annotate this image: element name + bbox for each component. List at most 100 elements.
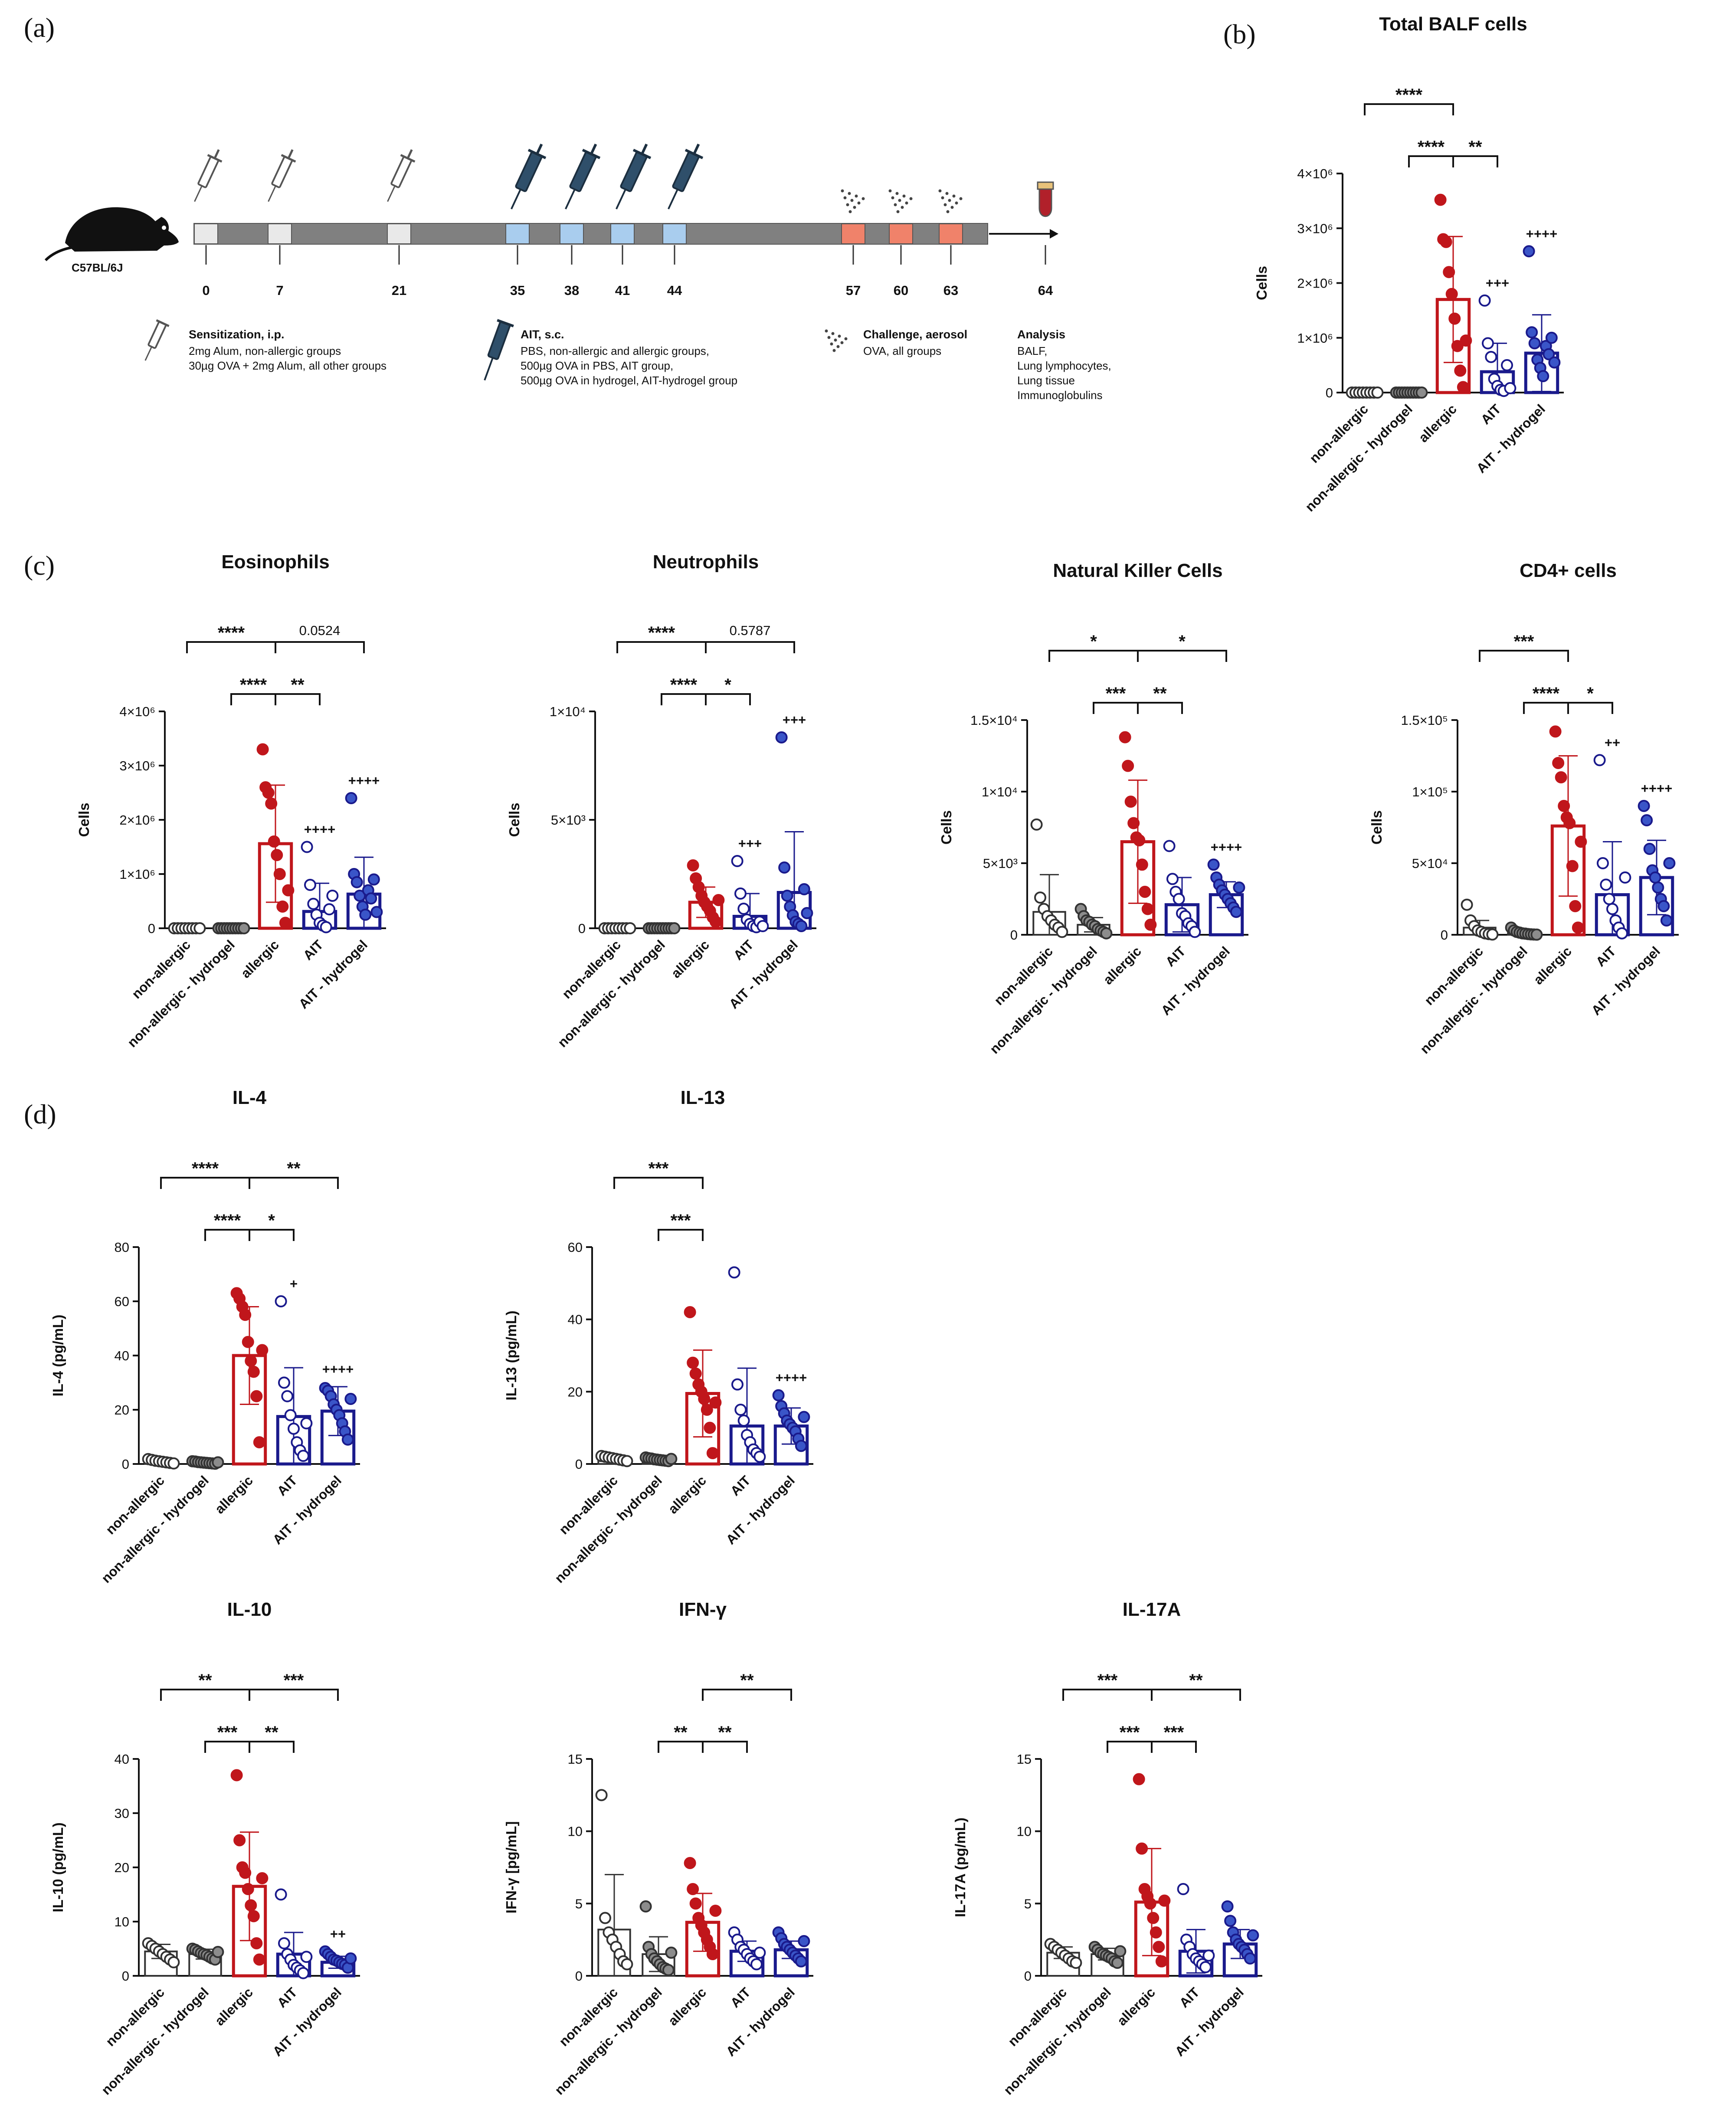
- significance-bracket: [1048, 650, 1139, 662]
- data-point: [278, 1937, 290, 1949]
- significance-bracket: [1523, 702, 1569, 714]
- data-point: [1501, 359, 1513, 371]
- timeline-legend-line: Lung lymphocytes,: [1017, 359, 1111, 372]
- data-point: [167, 1956, 180, 1968]
- significance-bracket: [275, 693, 321, 705]
- data-point: [1641, 814, 1653, 826]
- y-tick-label: 60: [115, 1294, 129, 1309]
- y-tick-label: 0: [122, 1968, 129, 1984]
- y-tick-label: 30: [115, 1806, 129, 1821]
- significance-bracket: [1479, 650, 1569, 662]
- data-point: [193, 922, 206, 934]
- y-tick-label: 5×10³: [983, 856, 1018, 871]
- y-axis-label: IL-13 (pg/mL): [503, 1310, 519, 1400]
- data-point: [1616, 927, 1628, 940]
- y-tick-label: 2×10⁶: [119, 812, 155, 828]
- data-point: [1199, 1961, 1212, 1973]
- y-tick-label: 10: [115, 1914, 129, 1929]
- x-category-label: allergic: [1530, 943, 1575, 988]
- significance-label: **: [1153, 684, 1167, 703]
- data-point: [1657, 900, 1670, 912]
- significance-bracket: [1452, 155, 1498, 167]
- timeline-day-label: 35: [510, 283, 525, 298]
- timeline-legend-line: 30µg OVA + 2mg Alum, all other groups: [189, 359, 387, 372]
- timeline-legend-line: 500µg OVA in PBS, AIT group,: [521, 359, 673, 372]
- significance-label: ****: [240, 675, 267, 694]
- y-tick-label: 20: [115, 1402, 129, 1418]
- data-point: [621, 1958, 633, 1971]
- significance-bracket: [249, 1177, 339, 1189]
- timeline-bar: [193, 223, 988, 245]
- x-category-label: AIT: [1176, 1984, 1202, 2011]
- data-point: [798, 1411, 810, 1423]
- chart-eos: Eosinophils01×10⁶2×10⁶3×10⁶4×10⁶Cellsnon…: [76, 551, 386, 1050]
- significance-bracket: [705, 693, 751, 705]
- data-point: [307, 897, 320, 910]
- significance-label: ****: [648, 623, 675, 642]
- data-point: [687, 1883, 699, 1895]
- significance-label: ***: [284, 1671, 304, 1690]
- data-point: [341, 1433, 354, 1446]
- data-point: [1481, 337, 1494, 350]
- data-point: [1030, 818, 1043, 831]
- significance-plus: +: [290, 1276, 298, 1291]
- significance-label: ***: [1164, 1723, 1184, 1742]
- x-category-label: AIT: [727, 1473, 753, 1499]
- data-point: [247, 1910, 260, 1922]
- data-point: [256, 1872, 269, 1884]
- data-point: [1139, 886, 1151, 898]
- y-axis-label: IL-17A (pg/mL): [952, 1817, 968, 1917]
- data-point: [212, 1946, 224, 1958]
- y-tick-label: 20: [568, 1384, 583, 1399]
- data-point: [301, 841, 313, 853]
- data-point: [795, 1440, 807, 1452]
- x-category-label: allergic: [212, 1984, 256, 2029]
- y-tick-label: 5: [575, 1896, 583, 1911]
- data-point: [701, 1404, 713, 1416]
- significance-bracket: [702, 1741, 748, 1753]
- data-point: [297, 1967, 310, 1979]
- data-point: [262, 786, 275, 799]
- data-point: [639, 1900, 652, 1912]
- data-point: [1155, 1955, 1168, 1968]
- y-tick-label: 40: [115, 1752, 129, 1767]
- data-point: [1445, 288, 1458, 300]
- significance-label: ****: [192, 1159, 219, 1178]
- data-point: [1638, 800, 1650, 812]
- data-point: [753, 1946, 766, 1959]
- data-point: [326, 890, 339, 902]
- data-point: [242, 1883, 254, 1895]
- timeline-legend-line: OVA, all groups: [863, 344, 941, 357]
- data-point: [281, 1390, 294, 1402]
- data-point: [1660, 914, 1673, 927]
- y-tick-label: 20: [115, 1860, 129, 1875]
- timeline-day-label: 44: [667, 283, 682, 298]
- timeline-legend-line: Immunoglobulins: [1017, 389, 1103, 402]
- timeline-segment-challenge: [889, 223, 913, 244]
- chart-title: Eosinophils: [221, 551, 329, 573]
- data-point: [282, 884, 295, 897]
- x-category-label: allergic: [665, 1984, 709, 2029]
- y-tick-label: 40: [115, 1348, 129, 1363]
- data-point: [1572, 921, 1584, 934]
- data-point: [1537, 370, 1549, 383]
- y-tick-label: 0: [122, 1457, 129, 1472]
- significance-label: **: [1189, 1671, 1203, 1690]
- data-point: [668, 922, 681, 934]
- data-point: [1127, 817, 1140, 829]
- data-point: [1221, 1900, 1234, 1912]
- timeline-segment-ait: [662, 223, 687, 244]
- data-point: [1202, 1949, 1215, 1962]
- timeline-segment-ait: [610, 223, 635, 244]
- data-point: [1230, 906, 1242, 918]
- significance-plus: ++: [330, 1926, 346, 1942]
- timeline-legend-item: AIT, s.c. PBS, non-allergic and allergic …: [484, 319, 737, 387]
- x-category-label: allergic: [1114, 1984, 1158, 2029]
- data-point: [689, 1897, 702, 1910]
- data-point: [1606, 903, 1618, 915]
- significance-label: ***: [1106, 684, 1126, 703]
- significance-bracket: [658, 1229, 704, 1241]
